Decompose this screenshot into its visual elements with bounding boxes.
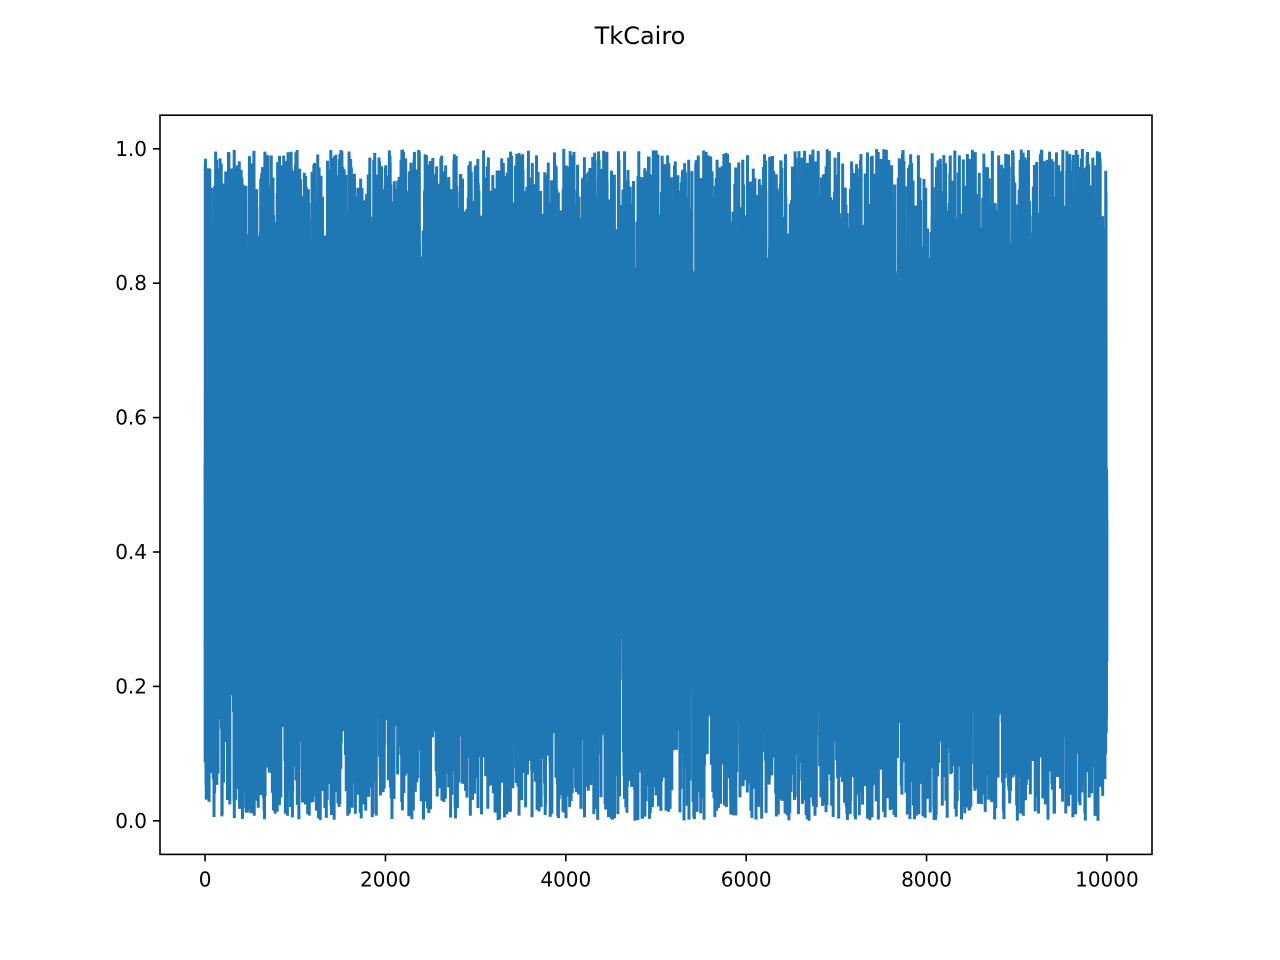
x-axis: 0 2000 4000 6000 8000 10000 <box>199 854 1139 891</box>
y-tick-label: 0.8 <box>115 271 147 295</box>
x-tick-label: 8000 <box>901 867 952 891</box>
x-tick-label: 4000 <box>540 867 591 891</box>
series-layer <box>203 148 1109 821</box>
x-tick-label: 6000 <box>721 867 772 891</box>
y-tick-label: 1.0 <box>115 137 147 161</box>
series-line <box>203 148 1109 821</box>
x-tick-label: 2000 <box>360 867 411 891</box>
x-tick-label: 0 <box>199 867 212 891</box>
y-tick-label: 0.4 <box>115 540 147 564</box>
y-axis: 0.0 0.2 0.4 0.6 0.8 1.0 <box>115 137 160 833</box>
x-tick-label: 10000 <box>1075 867 1139 891</box>
y-tick-label: 0.6 <box>115 406 147 430</box>
chart-title: TkCairo <box>594 22 686 50</box>
axes-frame <box>159 114 1153 856</box>
y-tick-label: 0.0 <box>115 809 147 833</box>
y-tick-label: 0.2 <box>115 674 147 698</box>
